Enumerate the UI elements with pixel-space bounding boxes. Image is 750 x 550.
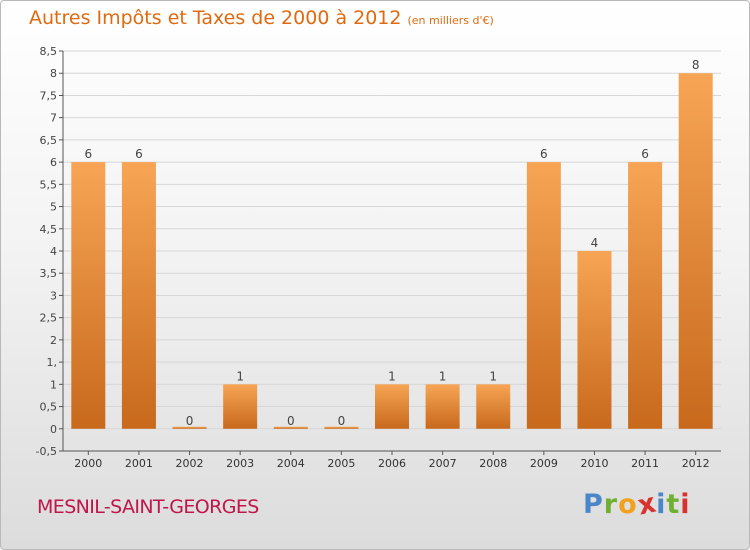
y-tick-label: 7,5 [40, 89, 58, 102]
x-tick-label: 2008 [479, 457, 507, 470]
x-tick-label: 2000 [74, 457, 102, 470]
data-label: 1 [236, 369, 244, 383]
x-tick-label: 2009 [530, 457, 558, 470]
y-axis-ticks: -0,5 0 0,5 1 1, 2 2,5 3 3,5 4 4,5 5 5,5 6 6,5 7 7,5 8 8,5 [36, 45, 63, 458]
y-tick-label: 3,5 [40, 267, 58, 280]
y-tick-label: 2 [50, 334, 57, 347]
logo-letter: o [618, 489, 638, 520]
chart-title-text: Autres Impôts et Taxes de 2000 à 2012 [29, 7, 402, 29]
y-tick-label: 1, [47, 356, 58, 369]
x-tick-label: 2010 [580, 457, 608, 470]
proxiti-logo: Proxiti [583, 487, 691, 521]
data-label: 0 [287, 414, 295, 428]
y-tick-label: 8,5 [40, 45, 58, 58]
x-axis-ticks: 2000 2001 2002 2003 2004 2005 2006 2007 2008 2009… [74, 451, 710, 470]
data-label: 8 [692, 58, 700, 72]
data-label: 6 [641, 147, 649, 161]
data-label: 4 [591, 236, 599, 250]
chart-subtitle: (en milliers d'€) [407, 14, 494, 27]
data-labels: 6 6 0 1 0 0 1 1 1 6 4 6 8 [84, 58, 699, 428]
y-tick-label: 8 [50, 67, 57, 80]
data-label: 6 [540, 147, 548, 161]
y-tick-label: 2,5 [40, 312, 58, 325]
place-name: MESNIL-SAINT-GEORGES [37, 496, 259, 518]
y-tick-label: 1 [50, 378, 57, 391]
bar-2003 [223, 384, 258, 429]
y-tick-label: 6,5 [40, 134, 58, 147]
data-label: 1 [388, 369, 396, 383]
y-tick-label: 3 [50, 289, 57, 302]
chart-title: Autres Impôts et Taxes de 2000 à 2012 (en… [29, 7, 494, 29]
bar-2001 [121, 162, 156, 429]
x-tick-label: 2007 [429, 457, 457, 470]
x-tick-label: 2004 [277, 457, 305, 470]
x-tick-label: 2012 [682, 457, 710, 470]
y-tick-label: -0,5 [36, 445, 57, 458]
data-label: 0 [186, 414, 194, 428]
bar-2000 [71, 162, 106, 429]
bar-2002 [172, 426, 207, 429]
y-tick-label: 5,5 [40, 178, 58, 191]
bars [71, 73, 713, 429]
bar-2005 [324, 426, 359, 429]
bar-2008 [476, 384, 511, 429]
data-label: 1 [439, 369, 447, 383]
x-tick-label: 2002 [176, 457, 204, 470]
bar-2007 [425, 384, 460, 429]
y-tick-label: 4,5 [40, 223, 58, 236]
y-tick-label: 5 [50, 201, 57, 214]
y-tick-label: 7 [50, 112, 57, 125]
data-label: 6 [135, 147, 143, 161]
bar-2010 [577, 251, 612, 429]
bar-2011 [628, 162, 663, 429]
bar-2006 [375, 384, 409, 429]
logo-letter: P [583, 489, 604, 520]
bar-2009 [526, 162, 561, 429]
data-label: 1 [489, 369, 497, 383]
x-tick-label: 2005 [327, 457, 355, 470]
bar-2012 [678, 73, 713, 429]
x-tick-label: 2006 [378, 457, 406, 470]
x-tick-label: 2003 [226, 457, 254, 470]
y-tick-label: 6 [50, 156, 57, 169]
y-tick-label: 0 [50, 423, 57, 436]
x-tick-label: 2001 [125, 457, 153, 470]
bar-2004 [273, 426, 308, 429]
data-label: 0 [338, 414, 346, 428]
logo-letter: i [680, 489, 691, 520]
grid-lines [63, 50, 721, 452]
logo-letter: r [603, 489, 619, 520]
x-tick-label: 2011 [631, 457, 659, 470]
y-tick-label: 4 [50, 245, 57, 258]
data-label: 6 [84, 147, 92, 161]
logo-letter: i [656, 489, 667, 520]
y-tick-label: 0,5 [40, 401, 58, 414]
logo-letter: t [666, 489, 681, 520]
